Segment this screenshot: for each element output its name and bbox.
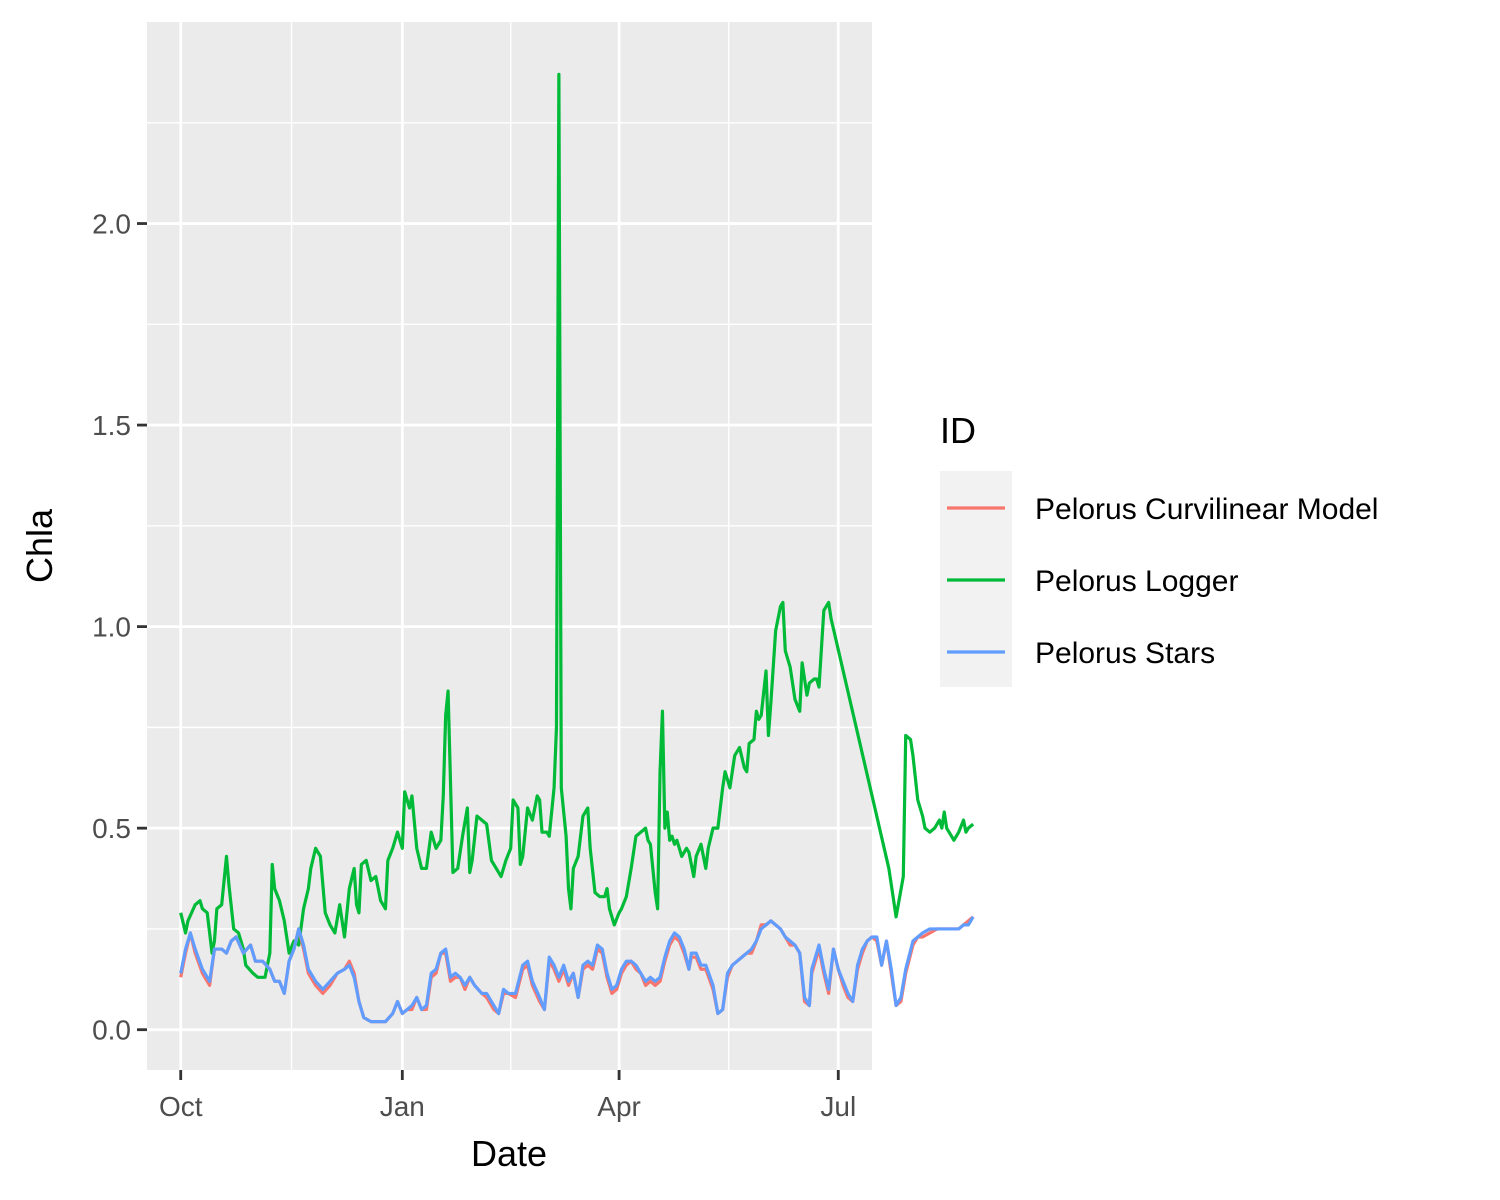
legend-entries: Pelorus Curvilinear Model Pelorus Logger P… xyxy=(947,493,1378,670)
x-tick-label: Oct xyxy=(159,1091,203,1122)
y-tick-label: 0.5 xyxy=(92,813,131,844)
plot-panel xyxy=(147,22,872,1070)
legend-label: Pelorus Curvilinear Model xyxy=(1035,493,1378,526)
y-axis-title: Chla xyxy=(19,508,60,583)
series-lines xyxy=(179,72,975,1024)
legend-label: Pelorus Stars xyxy=(1035,637,1215,670)
x-tick-label: Jul xyxy=(820,1091,856,1122)
x-axis-title: Date xyxy=(471,1133,547,1174)
y-tick-label: 2.0 xyxy=(92,209,131,240)
x-tick-label: Jan xyxy=(380,1091,425,1122)
major-gridlines xyxy=(147,22,872,1070)
legend-title: ID xyxy=(940,410,976,451)
series-line-pelorus-stars xyxy=(179,916,975,1024)
legend-label: Pelorus Logger xyxy=(1035,565,1238,598)
minor-gridlines xyxy=(147,22,872,1070)
series-line-pelorus-logger xyxy=(179,72,975,979)
y-tick-label: 1.5 xyxy=(92,410,131,441)
legend: ID Pelorus Curvilinear Model Pelorus Logg… xyxy=(940,410,1378,687)
axes: 0.0 0.5 1.0 1.5 2.0 Oct Jan Apr Jul xyxy=(92,209,856,1122)
y-tick-label: 0.0 xyxy=(92,1015,131,1046)
y-tick-label: 1.0 xyxy=(92,612,131,643)
x-tick-label: Apr xyxy=(597,1091,641,1122)
